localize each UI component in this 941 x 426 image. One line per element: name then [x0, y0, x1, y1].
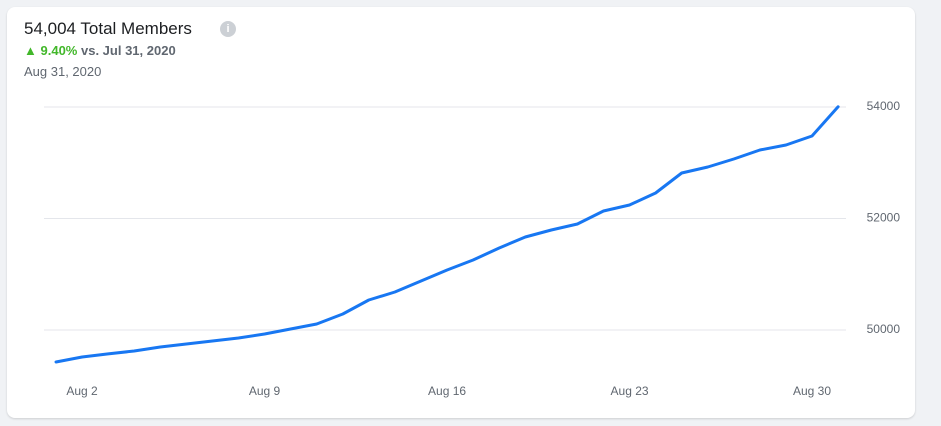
date: Aug 31, 2020 — [24, 64, 102, 79]
x-tick-label: Aug 23 — [611, 384, 649, 398]
y-tick-label: 54000 — [867, 99, 901, 113]
x-tick-label: Aug 16 — [428, 384, 466, 398]
card: 54,004 Total Members i ▲ 9.40% vs. Jul 3… — [7, 7, 915, 418]
title: 54,004 Total Members — [24, 19, 192, 38]
y-tick-label: 50000 — [867, 322, 901, 336]
line — [54, 105, 840, 364]
y-tick-label: 52000 — [867, 211, 901, 225]
x-tick-label: Aug 9 — [249, 384, 281, 398]
comparison: vs. Jul 31, 2020 — [81, 43, 176, 58]
change: 9.40% — [40, 43, 78, 58]
x-tick-label: Aug 30 — [793, 384, 831, 398]
x-tick-label: Aug 2 — [66, 384, 98, 398]
change-arrow: ▲ — [24, 43, 37, 58]
change-line: ▲ 9.40% vs. Jul 31, 2020 — [24, 43, 176, 58]
info-icon[interactable]: i — [220, 21, 236, 37]
